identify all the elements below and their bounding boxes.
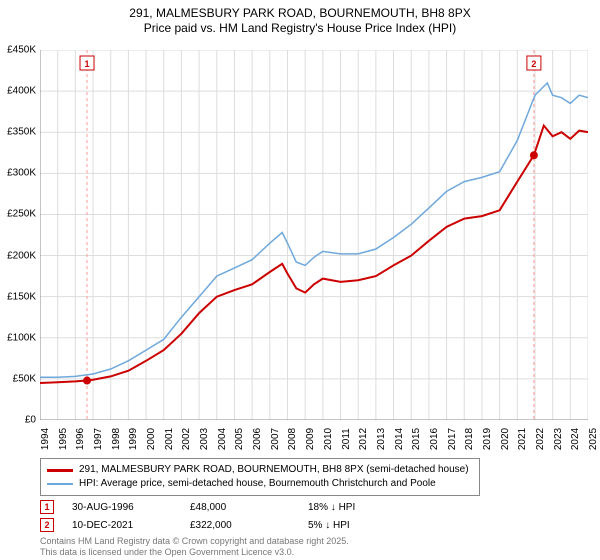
chart-area: 12 £0£50K£100K£150K£200K£250K£300K£350K£… [40,50,588,420]
x-axis-label: 2012 [358,428,369,450]
x-axis-label: 2001 [164,428,175,450]
x-axis-label: 2004 [217,428,228,450]
x-axis-label: 2019 [482,428,493,450]
marker-index-box: 2 [40,518,54,532]
y-axis-label: £50K [0,373,36,384]
svg-text:1: 1 [85,59,90,69]
marker-row: 2 10-DEC-2021 £322,000 5% ↓ HPI [40,516,580,534]
marker-price: £322,000 [190,520,290,531]
x-axis-label: 2021 [517,428,528,450]
y-axis-label: £450K [0,45,36,56]
legend-item: HPI: Average price, semi-detached house,… [47,477,473,491]
x-axis-label: 2018 [464,428,475,450]
x-axis-label: 1996 [75,428,86,450]
legend-label: 291, MALMESBURY PARK ROAD, BOURNEMOUTH, … [79,463,469,477]
title-line-1: 291, MALMESBURY PARK ROAD, BOURNEMOUTH, … [0,6,600,21]
x-axis-label: 2017 [447,428,458,450]
title-line-2: Price paid vs. HM Land Registry's House … [0,21,600,36]
legend-label: HPI: Average price, semi-detached house,… [79,477,436,491]
svg-text:2: 2 [531,59,536,69]
line-chart: 12 [40,50,588,420]
marker-row: 1 30-AUG-1996 £48,000 18% ↓ HPI [40,498,580,516]
title-block: 291, MALMESBURY PARK ROAD, BOURNEMOUTH, … [0,0,600,36]
markers-table: 1 30-AUG-1996 £48,000 18% ↓ HPI 2 10-DEC… [40,498,580,534]
y-axis-label: £200K [0,250,36,261]
x-axis-label: 2016 [429,428,440,450]
legend-swatch [47,483,73,485]
x-axis-label: 2007 [270,428,281,450]
footer-line: Contains HM Land Registry data © Crown c… [40,536,349,547]
x-axis-label: 2006 [252,428,263,450]
x-axis-label: 2005 [234,428,245,450]
x-axis-label: 1994 [40,428,51,450]
x-axis-label: 2000 [146,428,157,450]
marker-index-box: 1 [40,500,54,514]
x-axis-label: 1995 [58,428,69,450]
x-axis-label: 2009 [305,428,316,450]
y-axis-label: £350K [0,127,36,138]
footer-line: This data is licensed under the Open Gov… [40,547,349,558]
x-axis-label: 2022 [535,428,546,450]
x-axis-label: 2025 [588,428,599,450]
x-axis-label: 2015 [411,428,422,450]
x-axis-label: 2023 [553,428,564,450]
marker-date: 30-AUG-1996 [72,502,172,513]
legend-item: 291, MALMESBURY PARK ROAD, BOURNEMOUTH, … [47,463,473,477]
x-axis-label: 2008 [287,428,298,450]
legend-swatch [47,469,73,472]
y-axis-label: £100K [0,332,36,343]
y-axis-label: £0 [0,415,36,426]
marker-diff: 18% ↓ HPI [308,502,408,513]
legend: 291, MALMESBURY PARK ROAD, BOURNEMOUTH, … [40,458,480,496]
x-axis-label: 1998 [111,428,122,450]
x-axis-label: 2014 [394,428,405,450]
x-axis-label: 2020 [500,428,511,450]
x-axis-label: 2013 [376,428,387,450]
y-axis-label: £400K [0,86,36,97]
x-axis-label: 2002 [181,428,192,450]
marker-diff: 5% ↓ HPI [308,520,408,531]
x-axis-label: 2010 [323,428,334,450]
footer: Contains HM Land Registry data © Crown c… [40,536,349,558]
x-axis-label: 2024 [570,428,581,450]
x-axis-label: 1999 [128,428,139,450]
y-axis-label: £150K [0,291,36,302]
x-axis-label: 2011 [341,428,352,450]
marker-price: £48,000 [190,502,290,513]
chart-container: 291, MALMESBURY PARK ROAD, BOURNEMOUTH, … [0,0,600,560]
x-axis-label: 1997 [93,428,104,450]
x-axis-label: 2003 [199,428,210,450]
y-axis-label: £300K [0,168,36,179]
y-axis-label: £250K [0,209,36,220]
marker-date: 10-DEC-2021 [72,520,172,531]
